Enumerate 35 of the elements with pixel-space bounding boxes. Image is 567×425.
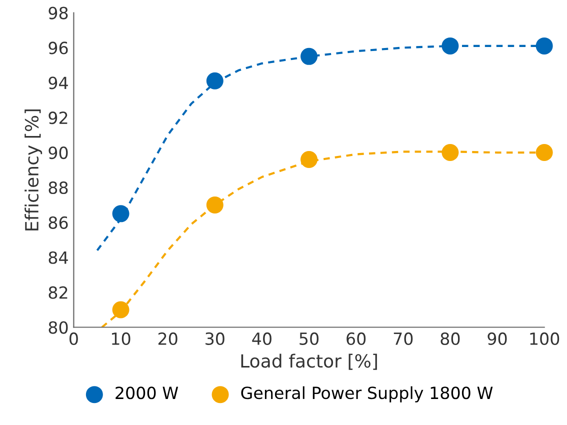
- point: [112, 301, 130, 318]
- x-tick-label: 10: [112, 332, 130, 346]
- legend-label: General Power Supply 1800 W: [241, 386, 493, 402]
- point: [536, 37, 553, 54]
- x-tick-label: 40: [252, 332, 272, 346]
- y-tick-label: 86: [48, 216, 68, 229]
- x-tick-label: 70: [394, 332, 413, 346]
- point: [300, 48, 318, 65]
- x-tick-label: 0: [70, 332, 78, 346]
- y-axis-title: Efficiency [%]: [24, 109, 42, 230]
- x-tick-label: 60: [346, 332, 366, 346]
- y-tick-label: 94: [48, 76, 68, 90]
- y-tick-label: 84: [48, 251, 68, 264]
- point: [112, 205, 130, 222]
- legend-label: 2000 W: [116, 386, 178, 400]
- y-tick-label: 98: [48, 6, 68, 20]
- x-tick-label: 90: [488, 332, 507, 346]
- point: [206, 72, 224, 90]
- x-tick-label: 80: [440, 332, 460, 346]
- x-tick-label: 100: [530, 332, 560, 346]
- x-axis-title: Load factor [%]: [241, 354, 377, 370]
- point: [206, 196, 224, 214]
- y-tick-label: 92: [48, 112, 68, 124]
- x-tick-label: 30: [206, 332, 224, 346]
- point: [536, 144, 553, 162]
- y-tick-label: 90: [48, 146, 68, 160]
- y-tick-label: 80: [48, 321, 68, 334]
- y-tick-label: 82: [48, 286, 68, 299]
- y-tick-label: 88: [48, 181, 68, 194]
- y-tick-label: 96: [48, 42, 68, 54]
- point: [442, 37, 459, 54]
- x-tick-label: 20: [158, 332, 178, 346]
- point: [442, 144, 459, 162]
- point: [300, 151, 318, 168]
- x-tick-label: 50: [300, 332, 319, 346]
